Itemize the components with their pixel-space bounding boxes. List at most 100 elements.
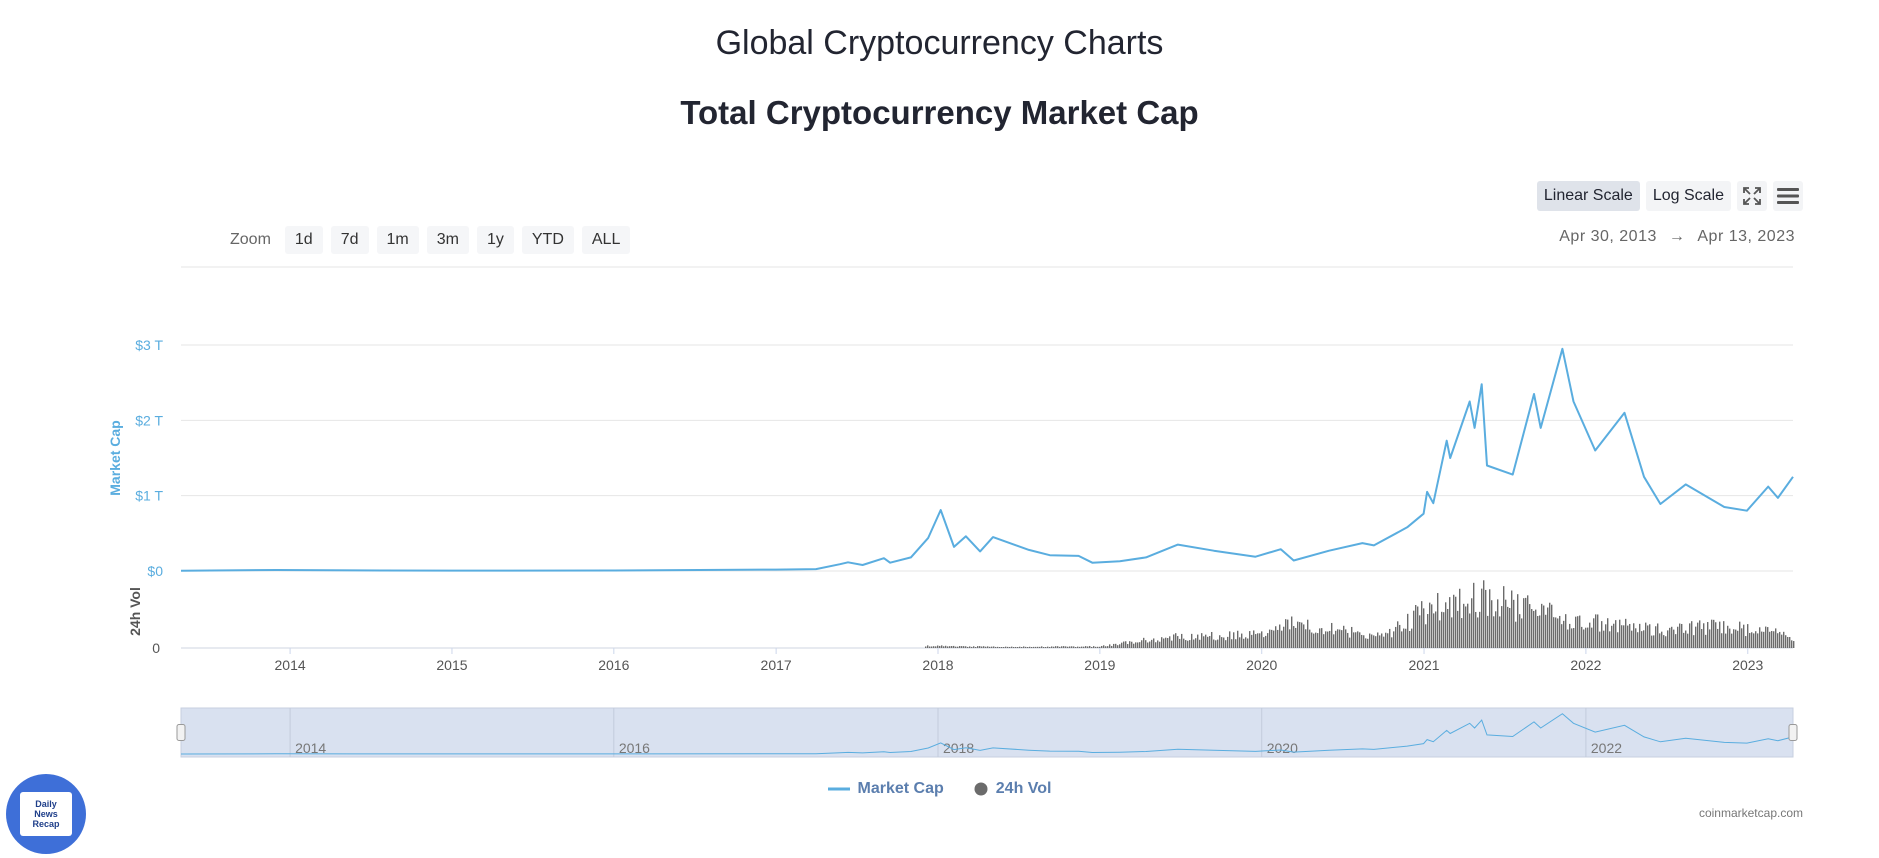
volume-bar — [1409, 630, 1411, 648]
volume-bar — [937, 645, 939, 648]
volume-bar — [1165, 637, 1167, 648]
volume-bar — [1561, 624, 1563, 648]
volume-bar — [1219, 635, 1221, 648]
volume-bar — [1313, 633, 1315, 648]
volume-bar — [1263, 637, 1265, 648]
volume-bar — [1131, 641, 1133, 648]
legend-item-volume[interactable]: 24h Vol — [974, 780, 1051, 798]
volume-bar — [1617, 632, 1619, 648]
volume-bar — [1681, 623, 1683, 648]
volume-bar — [1379, 635, 1381, 648]
volume-bar — [1289, 629, 1291, 648]
volume-bar — [1283, 626, 1285, 648]
navigator-handle-left[interactable] — [176, 724, 186, 741]
chart-menu-button[interactable] — [1773, 181, 1803, 211]
channel-logo: Daily News Recap — [6, 774, 86, 854]
volume-bar — [1045, 647, 1047, 648]
volume-bar — [1295, 627, 1297, 648]
volume-bar — [1117, 645, 1119, 648]
volume-bar — [1199, 639, 1201, 648]
navigator-handle-right[interactable] — [1788, 724, 1798, 741]
volume-bar — [1633, 623, 1635, 648]
volume-bar — [1227, 636, 1229, 648]
volume-bar — [1601, 621, 1603, 648]
volume-bar — [1735, 629, 1737, 648]
volume-bar — [1527, 595, 1529, 648]
volume-bar — [925, 646, 927, 648]
zoom-3m-button[interactable]: 3m — [426, 226, 469, 254]
linear-scale-button[interactable]: Linear Scale — [1536, 181, 1640, 211]
volume-bar — [1335, 630, 1337, 648]
zoom-all-button[interactable]: ALL — [581, 226, 631, 254]
volume-bar — [1775, 628, 1777, 648]
volume-bar — [1751, 632, 1753, 648]
volume-bar — [1345, 629, 1347, 648]
volume-bar — [1767, 627, 1769, 648]
volume-bar — [1061, 646, 1063, 648]
volume-bar — [1217, 639, 1219, 648]
legend-item-market-cap[interactable]: Market Cap — [827, 780, 944, 798]
zoom-7d-button[interactable]: 7d — [330, 226, 369, 254]
volume-bar — [1209, 636, 1211, 648]
volume-bar — [1005, 646, 1007, 648]
volume-bar — [1009, 646, 1011, 648]
volume-bar — [1537, 616, 1539, 648]
volume-bar — [1629, 623, 1631, 648]
zoom-1d-button[interactable]: 1d — [284, 226, 323, 254]
date-to[interactable]: Apr 13, 2023 — [1697, 228, 1795, 245]
volume-bar — [1161, 637, 1163, 648]
volume-bar — [1479, 611, 1481, 648]
volume-bar — [1143, 637, 1145, 648]
volume-bar — [1791, 640, 1793, 648]
volume-bar — [1069, 646, 1071, 648]
volume-bar — [1531, 609, 1533, 648]
volume-bar — [1021, 647, 1023, 648]
volume-bar — [1607, 618, 1609, 648]
log-scale-button[interactable]: Log Scale — [1645, 181, 1731, 211]
volume-bar — [1731, 633, 1733, 648]
zoom-ytd-button[interactable]: YTD — [521, 226, 574, 254]
volume-bar — [1421, 601, 1423, 648]
volume-bar — [1459, 588, 1461, 648]
volume-bar — [1493, 616, 1495, 648]
volume-bar — [1451, 617, 1453, 648]
volume-bar — [1683, 632, 1685, 648]
volume-bar — [1359, 632, 1361, 648]
zoom-1y-button[interactable]: 1y — [476, 226, 514, 254]
volume-bar — [1591, 627, 1593, 648]
volume-bar — [1377, 632, 1379, 648]
volume-bar — [1485, 589, 1487, 648]
volume-bar — [1311, 632, 1313, 648]
volume-bar — [1171, 640, 1173, 648]
zoom-1m-button[interactable]: 1m — [376, 226, 419, 254]
volume-bar — [1545, 614, 1547, 648]
volume-bar — [1557, 618, 1559, 648]
fullscreen-button[interactable] — [1737, 181, 1767, 211]
volume-bar — [1201, 633, 1203, 648]
credits-link[interactable]: coinmarketcap.com — [1698, 806, 1803, 820]
volume-bar — [1385, 632, 1387, 648]
x-tick-label: 2015 — [436, 657, 467, 673]
volume-bar — [1667, 630, 1669, 648]
volume-bar — [1509, 607, 1511, 648]
volume-bar — [1259, 633, 1261, 648]
volume-bar — [1505, 599, 1507, 648]
volume-bar — [1711, 619, 1713, 648]
y-axis-title: Market Cap — [107, 420, 123, 495]
volume-bar — [1715, 622, 1717, 648]
date-from[interactable]: Apr 30, 2013 — [1559, 228, 1657, 245]
volume-bar — [1729, 628, 1731, 648]
volume-bar — [1235, 639, 1237, 648]
volume-bar — [1439, 620, 1441, 648]
x-tick-label: 2022 — [1570, 657, 1601, 673]
volume-bar — [1221, 637, 1223, 648]
volume-bar — [1487, 615, 1489, 648]
volume-bar — [1783, 631, 1785, 648]
volume-bar — [1301, 622, 1303, 648]
volume-bar — [1139, 642, 1141, 648]
volume-bar — [1241, 633, 1243, 648]
volume-bar — [1395, 626, 1397, 648]
volume-bar — [1205, 634, 1207, 648]
x-tick-label: 2018 — [922, 657, 953, 673]
